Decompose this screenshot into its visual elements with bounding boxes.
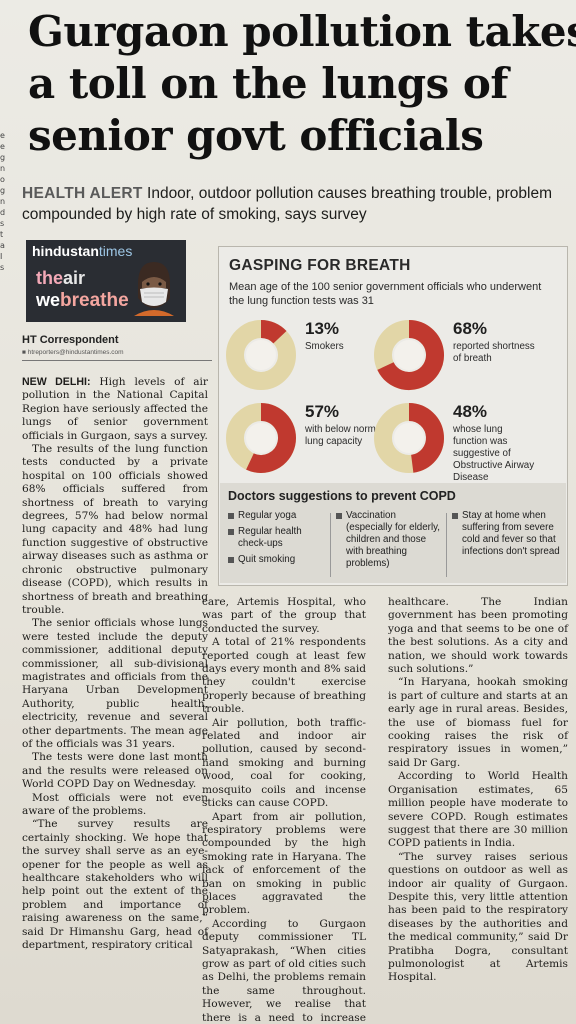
article-paragraph: “The survey results are certainly shocki… bbox=[22, 818, 208, 952]
logo-word-the: the bbox=[36, 268, 63, 288]
edge-glyph: g bbox=[0, 186, 6, 195]
byline-name: HT Correspondent bbox=[22, 334, 119, 346]
the-air-we-breathe-logo: hindustantimes theair webreathe bbox=[26, 240, 186, 322]
article-paragraph: The results of the lung function tests c… bbox=[22, 443, 208, 616]
stat-label: reported shortness of breath bbox=[453, 341, 535, 364]
byline-email: ■ htreporters@hindustantimes.com bbox=[22, 349, 124, 356]
edge-glyph: e bbox=[0, 131, 5, 140]
brand-part-2: times bbox=[98, 243, 133, 259]
article-column-2: care, Artemis Hospital, who was part of … bbox=[202, 596, 366, 1024]
article-paragraph: According to World Health Organisation e… bbox=[388, 770, 568, 850]
donut-hole bbox=[394, 340, 424, 370]
stat-label: whose lung function was suggestive of Ob… bbox=[453, 424, 535, 483]
stat-percent: 57% bbox=[305, 402, 340, 421]
donut-hole bbox=[394, 423, 424, 453]
article-column-1: NEW DELHI: High levels of air pollution … bbox=[22, 376, 208, 1016]
edge-glyph: t bbox=[0, 230, 4, 239]
stat-obstructive-airway: 48% whose lung function was suggestive o… bbox=[373, 402, 534, 483]
logo-line-1: theair bbox=[36, 268, 85, 289]
edge-glyph: s bbox=[0, 219, 5, 228]
article-paragraph: According to Gurgaon deputy commissioner… bbox=[202, 917, 366, 1024]
stat-label: Smokers bbox=[305, 341, 344, 352]
suggestion-item: Regular health check-ups bbox=[228, 526, 326, 550]
article-paragraph: Most officials were not even aware of th… bbox=[22, 791, 208, 817]
edge-glyph: a bbox=[0, 241, 5, 250]
article-paragraph: care, Artemis Hospital, who was part of … bbox=[202, 596, 366, 635]
logo-word-we: we bbox=[36, 290, 61, 310]
donut-chart-obstructive-airway bbox=[374, 403, 444, 473]
donut-chart-lung-capacity bbox=[226, 403, 296, 473]
article-paragraph: “In Haryana, hookah smoking is part of c… bbox=[388, 676, 568, 769]
suggestion-item: Regular yoga bbox=[228, 510, 326, 522]
donut-hole bbox=[246, 423, 276, 453]
donut-hole bbox=[246, 340, 276, 370]
article-paragraph: The tests were done last month and the r… bbox=[22, 751, 208, 791]
column-divider bbox=[446, 513, 447, 577]
stat-shortness-of-breath: 68% reported shortness of breath bbox=[373, 319, 535, 397]
byline-email-text: htreporters@hindustantimes.com bbox=[27, 349, 124, 356]
donut-chart-smokers bbox=[226, 320, 296, 390]
article-paragraph: Apart from air pollution, respiratory pr… bbox=[202, 810, 366, 917]
headline-line-3: senior govt officials bbox=[28, 111, 484, 160]
headline-line-2: a toll on the lungs of bbox=[28, 59, 508, 108]
stat-lung-capacity: 57% with below normal lung capacity bbox=[225, 402, 385, 480]
subhead-kicker: HEALTH ALERT bbox=[22, 185, 143, 202]
article-paragraph: “The survey raises serious questions on … bbox=[388, 850, 568, 984]
brand-part-1: hindustan bbox=[32, 243, 99, 259]
suggestions-col-2: Vaccination (especially for elderly, chi… bbox=[336, 510, 440, 574]
edge-glyph: g bbox=[0, 153, 6, 162]
copd-suggestions-panel: Doctors suggestions to prevent COPD Regu… bbox=[220, 483, 566, 583]
article-paragraph: healthcare. The Indian government has be… bbox=[388, 596, 568, 676]
logo-word-air: air bbox=[63, 268, 86, 288]
infobox-subtitle: Mean age of the 100 senior government of… bbox=[229, 281, 542, 307]
edge-glyph: d bbox=[0, 208, 6, 217]
headline: Gurgaon pollution takes a toll on the lu… bbox=[28, 6, 576, 162]
stat-percent: 13% bbox=[305, 319, 340, 338]
suggestions-col-1: Regular yoga Regular health check-ups Qu… bbox=[228, 510, 326, 570]
suggestion-item: Vaccination (especially for elderly, chi… bbox=[336, 510, 440, 570]
subhead-text: Indoor, outdoor pollution causes breathi… bbox=[22, 185, 553, 223]
headline-line-1: Gurgaon pollution takes bbox=[28, 7, 576, 56]
article-paragraph: Air pollution, both traffic-related and … bbox=[202, 716, 366, 810]
article-paragraph: The senior officials whose lungs were te… bbox=[22, 617, 208, 750]
masked-face-icon bbox=[134, 262, 174, 316]
stat-label: with below normal lung capacity bbox=[305, 424, 384, 447]
article-paragraph: NEW DELHI: High levels of air pollution … bbox=[22, 376, 208, 443]
article-column-3: healthcare. The Indian government has be… bbox=[388, 596, 568, 1016]
dateline: NEW DELHI: bbox=[22, 376, 91, 388]
byline: HT Correspondent ■ htreporters@hindustan… bbox=[22, 334, 212, 356]
gasping-for-breath-infobox: GASPING FOR BREATH Mean age of the 100 s… bbox=[218, 246, 568, 586]
edge-glyph: s bbox=[0, 263, 5, 272]
donut-segment bbox=[260, 320, 287, 344]
byline-divider bbox=[22, 360, 212, 361]
article-paragraph: A total of 21% respondents reported coug… bbox=[202, 636, 366, 716]
edge-glyph: e bbox=[0, 142, 5, 151]
paragraph-text: High levels of air pollution in the Nati… bbox=[22, 376, 209, 442]
donut-segment bbox=[246, 403, 296, 473]
edge-glyph: n bbox=[0, 197, 6, 206]
suggestion-item: Stay at home when suffering from severe … bbox=[452, 510, 560, 558]
stat-percent: 48% bbox=[453, 402, 488, 421]
edge-glyph: o bbox=[0, 175, 5, 184]
logo-line-2: webreathe bbox=[36, 290, 129, 312]
hindustan-times-brand: hindustantimes bbox=[32, 243, 132, 259]
donut-segment bbox=[408, 403, 444, 473]
logo-word-breathe: breathe bbox=[60, 290, 129, 311]
infobox-title: GASPING FOR BREATH bbox=[229, 257, 411, 274]
column-divider bbox=[330, 513, 331, 577]
donut-chart-shortness-of-breath bbox=[374, 320, 444, 390]
subhead: HEALTH ALERT Indoor, outdoor pollution c… bbox=[22, 183, 570, 225]
stat-percent: 68% bbox=[453, 319, 488, 338]
suggestions-title: Doctors suggestions to prevent COPD bbox=[228, 489, 456, 503]
donut-segment bbox=[377, 320, 444, 390]
edge-glyph: n bbox=[0, 164, 6, 173]
suggestion-item: Quit smoking bbox=[228, 554, 326, 566]
edge-glyph: I bbox=[0, 252, 3, 261]
suggestions-col-3: Stay at home when suffering from severe … bbox=[452, 510, 560, 562]
stat-smokers: 13% Smokers bbox=[225, 319, 385, 397]
